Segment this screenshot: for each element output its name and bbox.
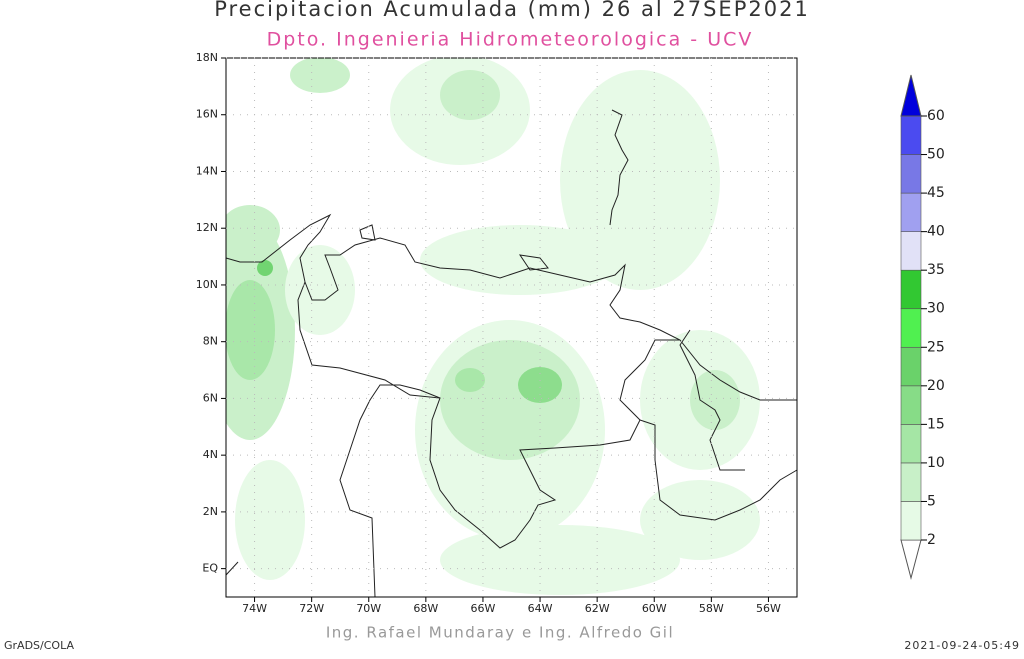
colorbar-label: 30	[927, 301, 945, 317]
credits: Ing. Rafael Mundaray e Ing. Alfredo Gil	[326, 624, 674, 642]
y-tick-label: 16N	[196, 108, 218, 121]
colorbar-bin	[900, 154, 922, 194]
map-frame	[225, 57, 798, 598]
y-tick-label: 8N	[203, 335, 218, 348]
colorbar-label: 40	[927, 224, 945, 240]
colorbar-above	[900, 74, 922, 117]
y-tick-label: 4N	[203, 448, 218, 461]
coastlines	[225, 109, 798, 598]
colorbar-bin	[900, 462, 922, 502]
colorbar-label: 25	[927, 339, 945, 355]
x-tick-label: 74W	[242, 602, 267, 615]
title: Precipitacion Acumulada (mm) 26 al 27SEP…	[214, 0, 810, 21]
colorbar-bin	[900, 501, 922, 541]
subtitle: Dpto. Ingenieria Hidrometeorologica - UC…	[267, 29, 754, 51]
y-tick-label: 18N	[196, 51, 218, 64]
colorbar-bin	[900, 231, 922, 271]
y-tick-label: 2N	[203, 505, 218, 518]
colorbar-bin	[900, 424, 922, 464]
y-tick-label: EQ	[202, 562, 218, 575]
colorbar-label: 20	[927, 378, 945, 394]
x-tick-label: 64W	[528, 602, 553, 615]
colorbar-label: 5	[927, 493, 936, 509]
x-tick-label: 58W	[699, 602, 724, 615]
axes: 74W 72W 70W 68W 66W 64W 62W 60W 58W 56W EQ 2N 4N 6N 8N…	[196, 51, 797, 615]
software-label: GrADS/COLA	[4, 639, 74, 652]
colorbar-bin	[900, 308, 922, 348]
colorbar-label: 60	[927, 108, 945, 124]
y-tick-label: 10N	[196, 278, 218, 291]
colorbar-bin	[900, 269, 922, 310]
colorbar-label: 45	[927, 185, 945, 201]
x-tick-label: 70W	[356, 602, 381, 615]
colorbar-bin	[900, 385, 922, 425]
precipitation-field	[226, 58, 760, 595]
x-tick-label: 68W	[413, 602, 438, 615]
colorbar-label: 15	[927, 416, 945, 432]
x-tick-label: 66W	[471, 602, 496, 615]
y-tick-label: 14N	[196, 164, 218, 177]
timestamp: 2021-09-24-05:49	[904, 639, 1020, 652]
y-tick-label: 6N	[203, 391, 218, 404]
x-tick-label: 62W	[585, 602, 610, 615]
colorbar-bin	[900, 346, 922, 387]
colorbar-label: 50	[927, 147, 945, 163]
x-tick-label: 72W	[299, 602, 324, 615]
x-tick-label: 60W	[642, 602, 667, 615]
colorbar-bin	[900, 115, 922, 155]
y-tick-label: 12N	[196, 221, 218, 234]
colorbar-label: 35	[927, 262, 945, 278]
colorbar-bin	[900, 192, 922, 232]
colorbar-label: 2	[927, 532, 936, 548]
colorbar-below	[900, 539, 922, 580]
x-tick-label: 56W	[756, 602, 781, 615]
colorbar-label: 10	[927, 455, 945, 471]
